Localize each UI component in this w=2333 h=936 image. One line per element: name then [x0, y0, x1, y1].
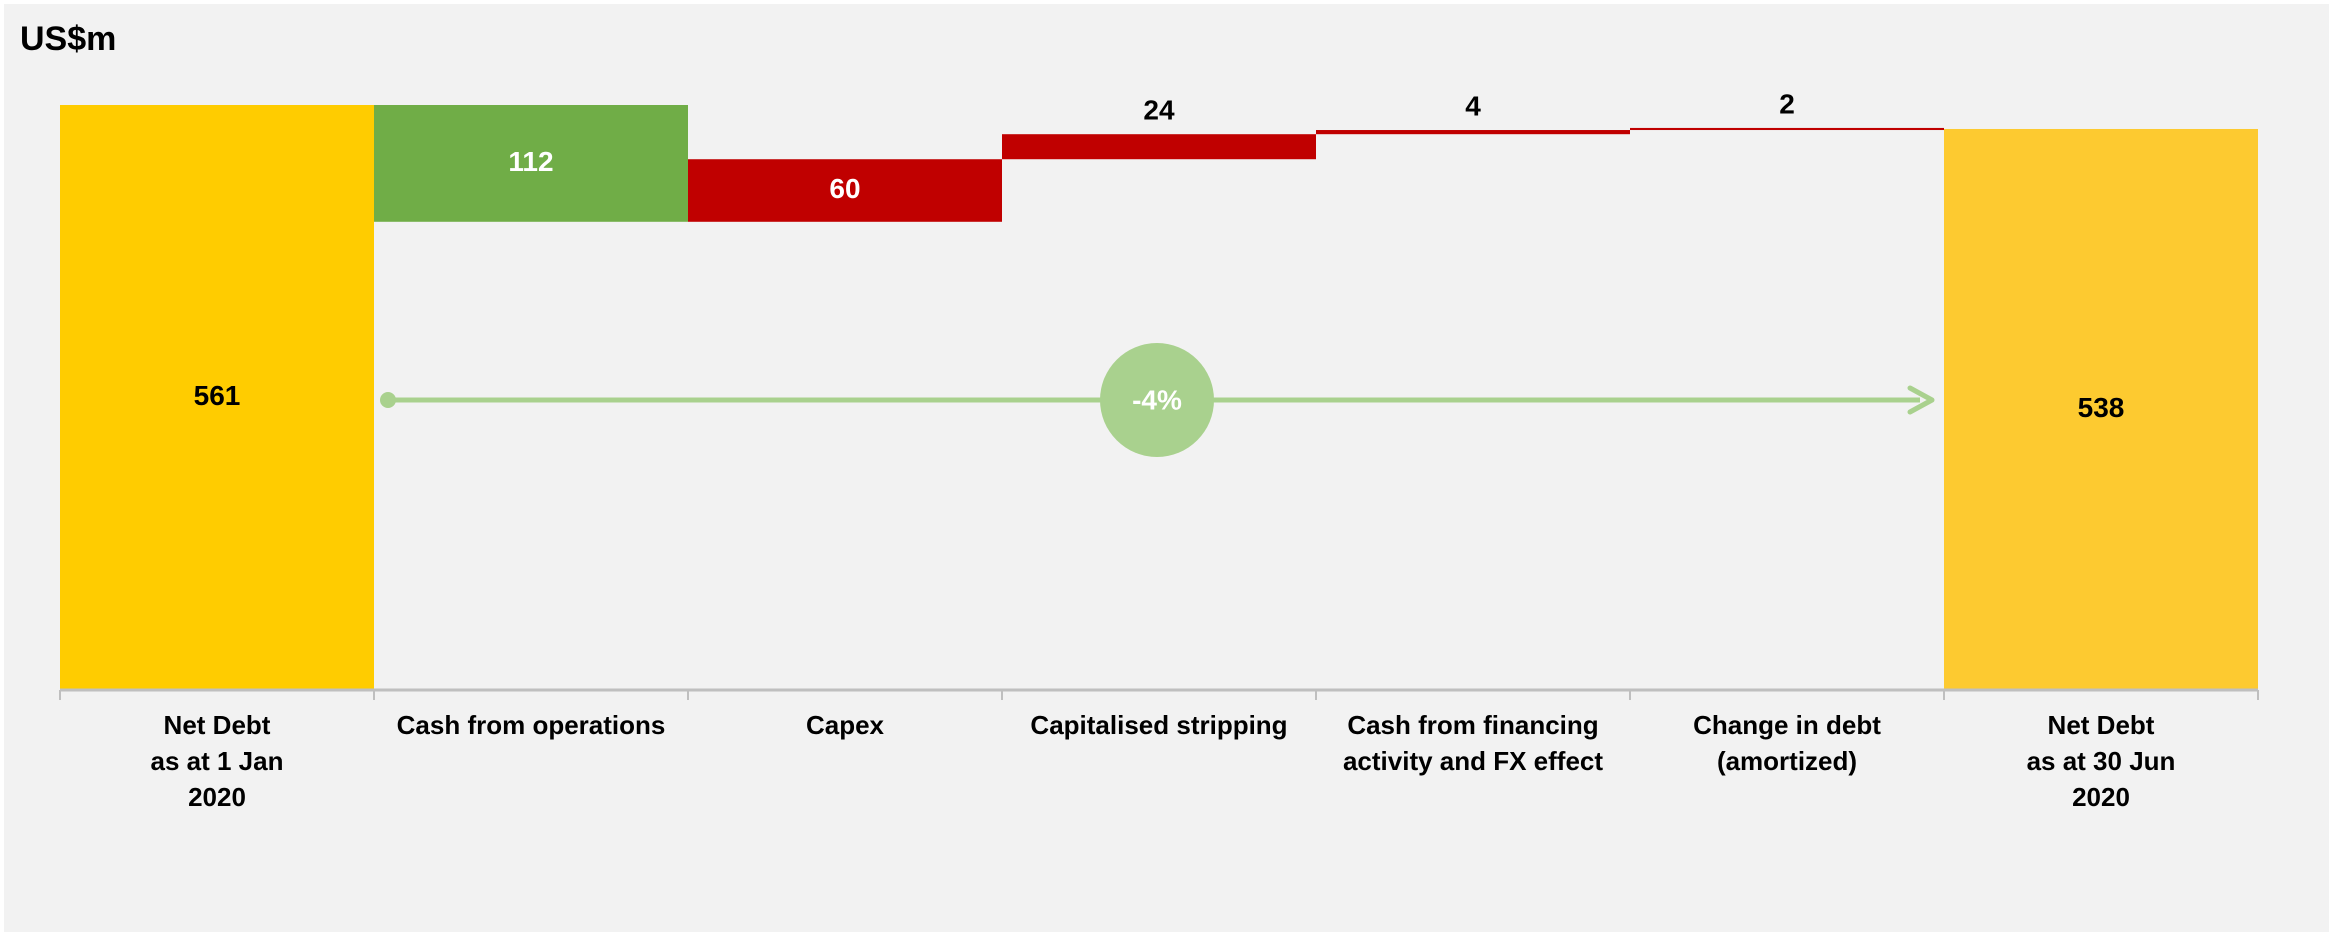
data-label-capitalised-stripping: 24: [1143, 95, 1175, 126]
category-label-capitalised-stripping: Capitalised stripping: [1030, 710, 1288, 740]
bar-net-debt-as-at-1-jan-2020: [60, 105, 374, 690]
bar-change-in-debt-amortized: [1630, 127, 1944, 131]
category-label-cash-from-financing: Cash from financing activity and FX effe…: [1342, 710, 1604, 776]
bar-capitalised-stripping: [1002, 134, 1316, 160]
change-arrow-start-dot: [380, 392, 396, 408]
data-label-net-debt-as-at-1-jan-2020: 561: [194, 380, 241, 411]
change-arrow-head: [1907, 385, 1935, 415]
bar-capex: [688, 159, 1002, 222]
data-label-cash-from-operations: 112: [508, 146, 553, 177]
data-label-net-debt-as-at-30-jun-2020: 538: [2078, 392, 2125, 423]
bar-net-debt-as-at-30-jun-2020: [1944, 128, 2258, 691]
data-label-change-in-debt-amortized: 2: [1779, 88, 1795, 119]
bar-cash-from-operations: [374, 105, 688, 222]
category-label-cash-from-operations: Cash from operations: [396, 710, 666, 740]
unit-label: US$m: [20, 20, 117, 58]
data-label-cash-from-financing-activity-and-fx-effect: 4: [1465, 90, 1481, 121]
category-label-net-debt-end: Net Debt as at 30 Jun 2020: [2026, 710, 2176, 812]
category-label-change-in-debt: Change in debt (amortized): [1693, 710, 1881, 776]
category-label-net-debt-start: Net Debt as at 1 Jan 2020: [150, 710, 284, 812]
change-badge-label: -4%: [1132, 384, 1182, 415]
category-label-capex: Capex: [805, 710, 885, 740]
change-badge: [1100, 343, 1214, 457]
bar-cash-from-financing-activity-and-fx-effect: [1316, 130, 1630, 135]
data-label-capex: 60: [829, 173, 860, 204]
